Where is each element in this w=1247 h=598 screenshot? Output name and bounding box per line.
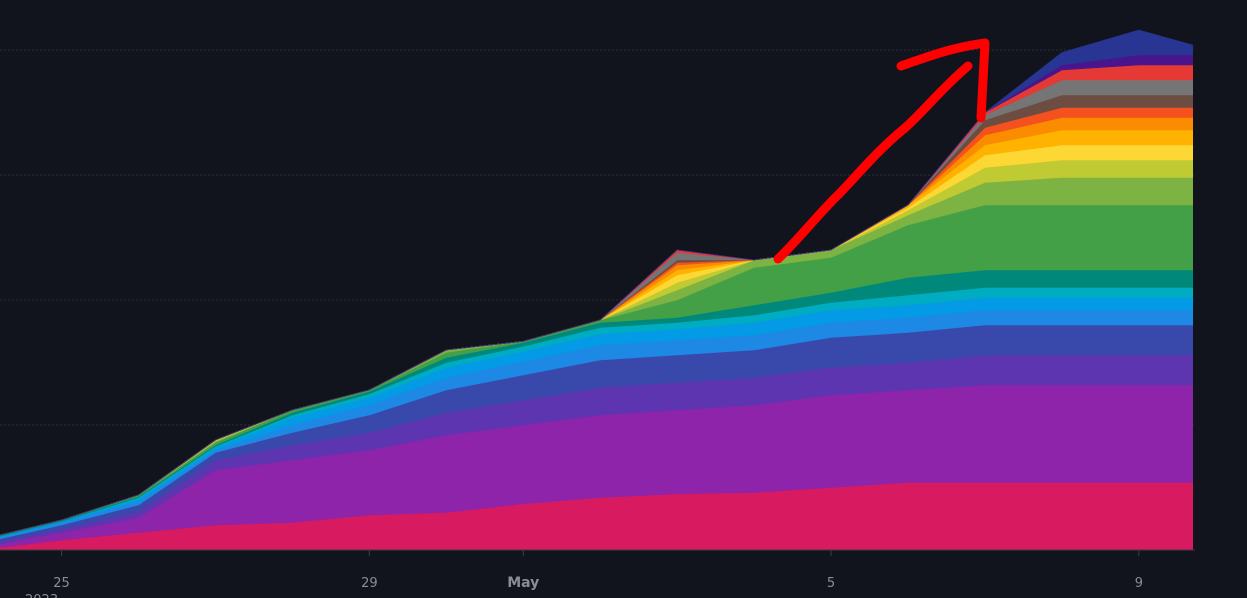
x-tick-label: 9 (1135, 576, 1143, 591)
x-tick-label: 29 (361, 576, 378, 591)
x-axis: 25 29 May 5 9 2023 (0, 549, 1195, 598)
x-tick-label: May (507, 575, 539, 591)
hand-drawn-arrow (773, 38, 990, 264)
area (0, 29, 1193, 536)
x-tick-label: 25 (53, 576, 70, 591)
x-tick-label: 5 (827, 576, 835, 591)
x-sublabel: 2023 (25, 593, 58, 598)
areas (0, 29, 1193, 551)
